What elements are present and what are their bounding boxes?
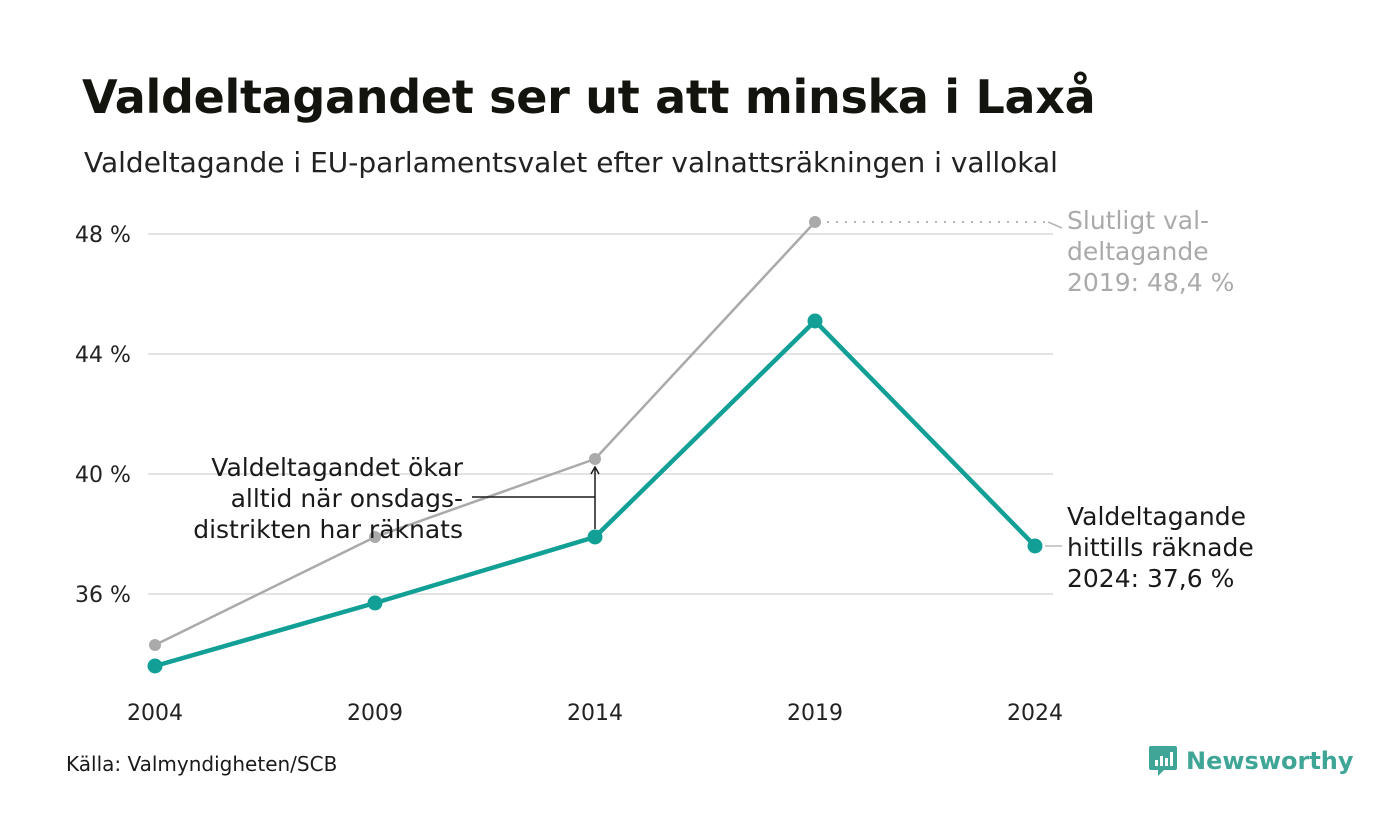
final-label-line: 2019: 48,4 % [1067,268,1234,297]
note-line: distrikten har räknats [193,515,463,544]
x-tick-label: 2024 [1007,701,1063,726]
x-tick-label: 2004 [127,701,183,726]
point-final-2004 [149,639,161,651]
newsworthy-chart-bubble-icon [1149,746,1177,776]
x-tick-label: 2014 [567,701,623,726]
y-tick-label: 44 % [75,343,131,368]
brand-name: Newsworthy [1186,747,1354,775]
chart-subtitle: Valdeltagande i EU-parlamentsvalet efter… [84,146,1058,179]
preliminary-label-line: hittills räknade [1067,533,1254,562]
series-line-final [153,220,817,647]
y-tick-label: 36 % [75,583,131,608]
x-tick-label: 2009 [347,701,403,726]
final-guide-tick [1047,221,1063,229]
point-final-2009 [369,531,381,543]
y-tick-label: 48 % [75,223,131,248]
point-preliminary-2024 [1027,538,1043,554]
y-tick-label: 40 % [75,463,131,488]
x-tick-label: 2019 [787,701,843,726]
source-note: Källa: Valmyndigheten/SCB [66,752,338,776]
note-line: alltid när onsdags- [231,484,463,513]
point-final-2019 [809,216,821,228]
brand-logo[interactable]: Newsworthy [1148,744,1354,778]
final-label-line: deltagande [1067,237,1209,266]
preliminary-label-line: Valdeltagande [1067,502,1246,531]
chart-title: Valdeltagandet ser ut att minska i Laxå [82,70,1096,124]
preliminary-label-line: 2024: 37,6 % [1067,564,1234,593]
point-preliminary-2004 [147,658,163,674]
point-preliminary-2009 [367,595,383,611]
note-line: Valdeltagandet ökar [211,453,463,482]
note-arrowhead [590,465,600,475]
point-preliminary-2014 [587,529,603,545]
point-final-2014 [589,453,601,465]
line-chart: 36 % 40 % 44 % 48 % 2004 2009 2014 2019 2024 Sl… [75,206,1254,726]
point-preliminary-2019 [807,313,823,329]
final-label-line: Slutligt val- [1067,206,1209,235]
